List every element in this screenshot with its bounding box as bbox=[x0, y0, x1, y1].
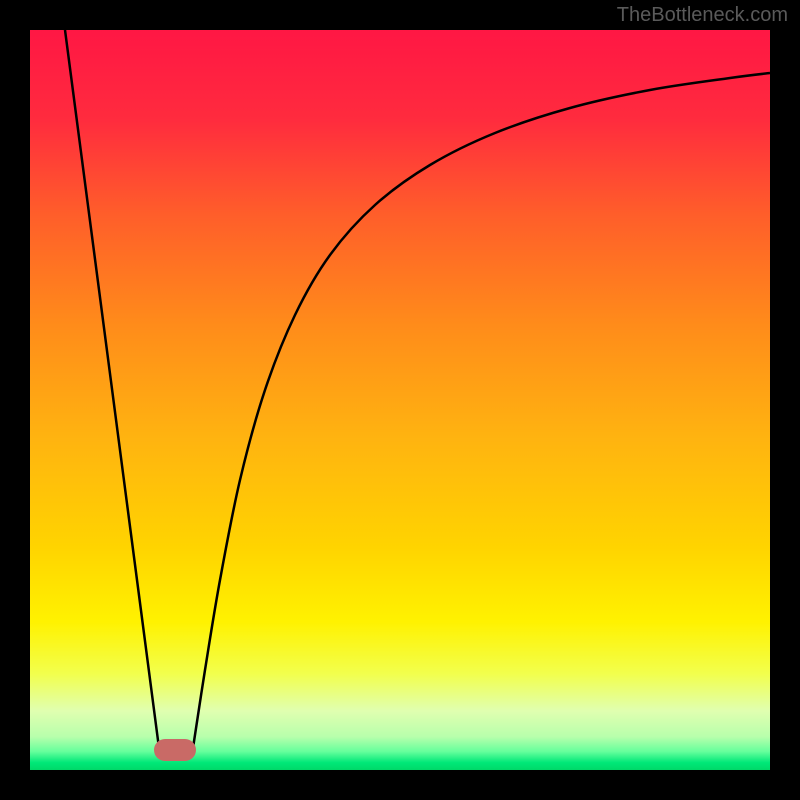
bottleneck-curve bbox=[30, 30, 770, 770]
plot-area bbox=[30, 30, 770, 770]
watermark-text: TheBottleneck.com bbox=[617, 4, 788, 27]
chart-container: TheBottleneck.com bbox=[0, 0, 800, 800]
minimum-marker bbox=[154, 739, 196, 761]
